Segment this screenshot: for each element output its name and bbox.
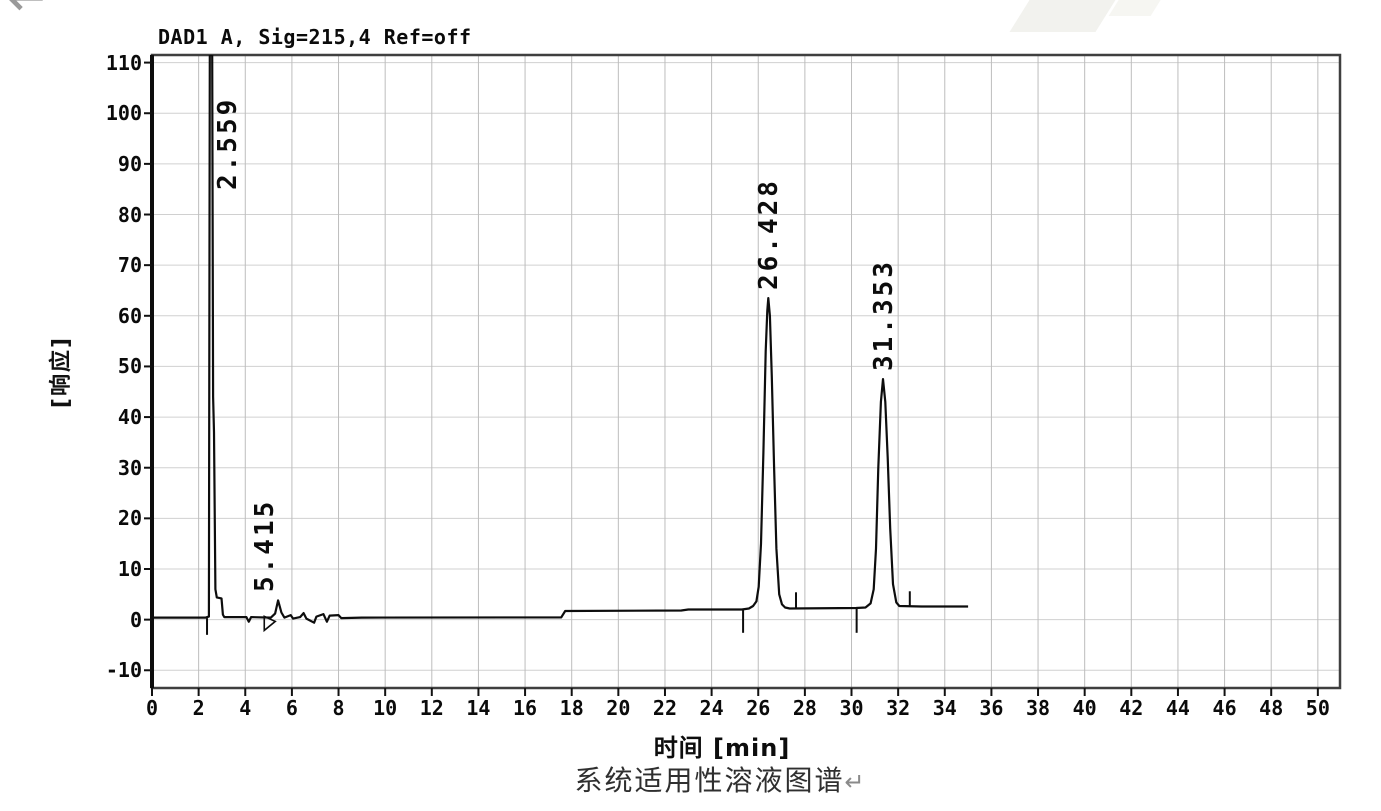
y-tick-label: 30 <box>117 455 142 480</box>
x-tick-label: 24 <box>699 696 724 720</box>
x-tick-label: 46 <box>1212 696 1237 720</box>
x-tick-label: 16 <box>513 696 538 720</box>
x-tick-label: 26 <box>746 696 771 720</box>
y-tick-label: 100 <box>105 101 142 126</box>
y-tick-label: 10 <box>117 556 142 581</box>
x-tick-label: 6 <box>285 696 298 720</box>
y-tick-label: 40 <box>117 405 142 430</box>
peak-retention-time-label: 26.428 <box>754 178 785 291</box>
chart-title: DAD1 A, Sig=215,4 Ref=off <box>158 25 472 49</box>
y-tick-label: 60 <box>117 303 142 328</box>
peak-retention-time-label: 5.415 <box>250 499 281 593</box>
x-tick-label: 38 <box>1025 696 1051 720</box>
x-tick-label: 48 <box>1259 696 1284 720</box>
x-tick-label: 36 <box>979 696 1004 720</box>
caption-return-mark: ↵ <box>844 768 867 796</box>
return-arrow-mark: ↵ <box>6 0 53 26</box>
x-tick-label: 14 <box>466 696 491 720</box>
x-axis-label: 时间 [min] <box>653 734 791 762</box>
x-tick-label: 34 <box>932 696 957 720</box>
x-tick-label: 12 <box>419 696 444 720</box>
y-tick-label: 110 <box>105 50 142 75</box>
y-tick-label: 80 <box>117 202 142 227</box>
y-tick-label: 0 <box>129 607 142 632</box>
x-tick-label: 44 <box>1165 696 1190 720</box>
y-tick-label: 20 <box>117 506 142 531</box>
figure-caption: 系统适用性溶液图谱↵ <box>0 764 1381 797</box>
x-tick-label: 28 <box>792 696 817 720</box>
y-tick-label: -10 <box>105 658 142 683</box>
y-tick-label: 70 <box>117 253 142 278</box>
peak-retention-time-label: 2.559 <box>212 96 243 190</box>
x-tick-label: 2 <box>192 696 205 720</box>
x-tick-label: 50 <box>1305 696 1330 720</box>
peak-retention-time-label: 31.353 <box>869 259 900 372</box>
y-tick-label: 90 <box>117 151 142 176</box>
y-tick-label: 50 <box>117 354 142 379</box>
x-tick-label: 40 <box>1072 696 1097 720</box>
x-tick-label: 42 <box>1119 696 1144 720</box>
x-tick-label: 8 <box>332 696 345 720</box>
caption-text: 系统适用性溶液图谱 <box>574 764 845 797</box>
x-tick-label: 32 <box>886 696 911 720</box>
x-tick-label: 20 <box>606 696 631 720</box>
x-tick-label: 18 <box>559 696 584 720</box>
x-tick-label: 0 <box>145 696 159 720</box>
x-tick-label: 30 <box>839 696 864 720</box>
x-tick-label: 10 <box>373 696 398 720</box>
x-tick-label: 4 <box>239 696 252 720</box>
x-tick-label: 22 <box>652 696 678 720</box>
